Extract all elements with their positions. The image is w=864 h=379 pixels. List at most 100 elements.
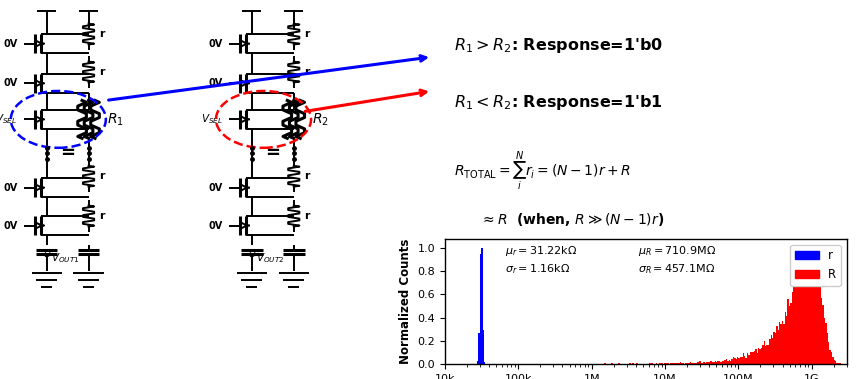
Bar	[783, 324, 785, 364]
Text: $R_1$: $R_1$	[106, 111, 124, 128]
Text: 0V: 0V	[208, 39, 222, 49]
Bar	[685, 363, 687, 364]
Bar	[772, 338, 773, 364]
Bar	[483, 330, 484, 364]
Bar	[805, 261, 807, 364]
Bar	[701, 363, 702, 364]
Bar	[688, 363, 689, 364]
Text: $V_{SEL}$: $V_{SEL}$	[200, 113, 222, 126]
Bar	[696, 362, 698, 364]
Bar	[785, 312, 786, 364]
Bar	[728, 360, 730, 364]
Bar	[835, 361, 836, 364]
Bar	[797, 277, 798, 364]
Bar	[739, 358, 740, 364]
Bar	[838, 363, 839, 364]
Bar	[762, 345, 764, 364]
Bar	[758, 348, 759, 364]
Bar	[820, 285, 821, 364]
Text: $V_{OUT2}$: $V_{OUT2}$	[256, 251, 284, 265]
Bar	[484, 362, 486, 364]
Bar	[779, 322, 780, 364]
Bar	[691, 363, 692, 364]
Text: r: r	[99, 67, 105, 77]
Bar	[699, 361, 701, 364]
Text: 0V: 0V	[3, 183, 17, 193]
Bar	[828, 341, 829, 364]
Bar	[803, 254, 804, 364]
Text: =: =	[265, 144, 280, 163]
Text: $R_1 < R_2$: Response=1'b1: $R_1 < R_2$: Response=1'b1	[454, 93, 663, 112]
Text: $V_{SEL}$: $V_{SEL}$	[0, 113, 17, 126]
Bar	[825, 323, 827, 364]
Bar	[714, 362, 715, 364]
Bar	[823, 318, 825, 364]
Bar	[735, 360, 737, 364]
Bar	[836, 363, 838, 364]
Bar	[740, 357, 741, 364]
Text: 0V: 0V	[3, 78, 17, 88]
Bar	[791, 292, 793, 364]
Bar	[664, 363, 666, 364]
Text: $R_2$: $R_2$	[312, 111, 329, 128]
Bar	[662, 363, 663, 364]
Bar	[757, 352, 758, 364]
Bar	[810, 249, 811, 364]
Bar	[681, 363, 683, 364]
Bar	[683, 363, 684, 364]
Text: 0V: 0V	[208, 78, 222, 88]
Text: r: r	[304, 67, 310, 77]
Bar	[796, 282, 797, 364]
Bar	[769, 339, 771, 364]
Bar	[721, 361, 723, 364]
Bar	[660, 363, 662, 364]
Bar	[746, 354, 748, 364]
Bar	[680, 362, 681, 364]
Bar	[479, 333, 480, 364]
Bar	[801, 259, 803, 364]
Text: D: D	[249, 250, 255, 259]
Text: D: D	[43, 250, 50, 259]
Bar	[712, 362, 714, 364]
Bar	[692, 363, 694, 364]
Bar	[678, 363, 680, 364]
Bar	[710, 361, 712, 364]
Bar	[658, 363, 660, 364]
Bar	[694, 363, 696, 364]
Text: $\mu_r = 31.22$k$\Omega$: $\mu_r = 31.22$k$\Omega$	[505, 244, 577, 258]
Bar	[730, 360, 732, 364]
Bar	[780, 324, 782, 364]
Y-axis label: Normalized Counts: Normalized Counts	[399, 239, 412, 364]
Bar	[750, 352, 751, 364]
Bar	[834, 360, 835, 364]
Bar	[814, 263, 816, 364]
Bar	[706, 362, 708, 364]
Bar	[751, 352, 753, 364]
Bar	[753, 351, 755, 364]
Bar	[708, 362, 709, 364]
Bar	[748, 355, 750, 364]
Text: $\sigma_r = 1.16$k$\Omega$: $\sigma_r = 1.16$k$\Omega$	[505, 263, 570, 276]
Text: r: r	[304, 211, 310, 221]
Bar	[734, 358, 735, 364]
Bar	[705, 363, 706, 364]
Bar	[776, 326, 778, 364]
Bar	[821, 298, 823, 364]
Bar	[812, 248, 814, 364]
Bar	[732, 359, 733, 364]
Bar	[744, 356, 746, 364]
Text: $R_1 > R_2$: Response=1'b0: $R_1 > R_2$: Response=1'b0	[454, 36, 663, 55]
Bar	[773, 332, 775, 364]
Bar	[481, 248, 483, 364]
Bar	[724, 360, 726, 364]
Bar	[703, 362, 705, 364]
Bar	[765, 346, 766, 364]
Bar	[676, 363, 677, 364]
Bar	[709, 362, 710, 364]
Bar	[716, 362, 717, 364]
Bar	[666, 363, 667, 364]
Bar	[794, 286, 796, 364]
Bar	[827, 333, 828, 364]
Bar	[715, 361, 716, 364]
Bar	[778, 330, 779, 364]
